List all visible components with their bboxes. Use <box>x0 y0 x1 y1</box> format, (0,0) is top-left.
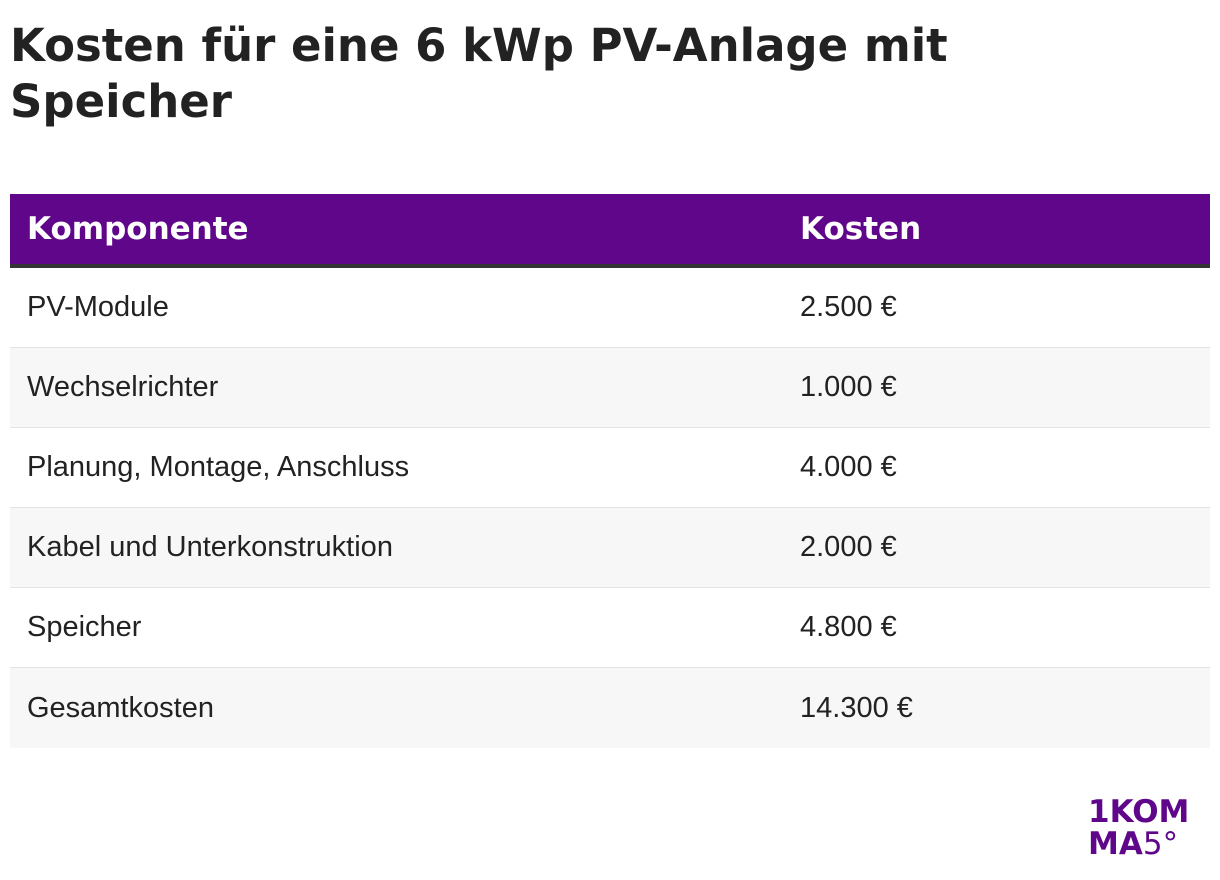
component-cell: Gesamtkosten <box>27 691 214 724</box>
table-row: Wechselrichter 1.000 € <box>10 348 1210 428</box>
table-row: Speicher 4.800 € <box>10 588 1210 668</box>
table-header-row: Komponente Kosten <box>10 194 1210 268</box>
component-cell: Wechselrichter <box>27 371 219 403</box>
brand-logo: 1KOM MA5° <box>1088 796 1200 862</box>
table-row: Planung, Montage, Anschluss 4.000 € <box>10 428 1210 508</box>
cost-cell: 4.000 € <box>800 451 897 483</box>
table-row-total: Gesamtkosten 14.300 € <box>10 668 1210 748</box>
logo-line-1: 1KOM <box>1088 794 1190 830</box>
component-cell: Kabel und Unterkonstruktion <box>27 531 393 563</box>
column-header-komponente: Komponente <box>27 211 249 247</box>
component-cell: PV-Module <box>27 291 169 323</box>
table-row: Kabel und Unterkonstruktion 2.000 € <box>10 508 1210 588</box>
logo-line-2: MA5° <box>1088 828 1200 860</box>
table-row: PV-Module 2.500 € <box>10 268 1210 348</box>
cost-cell: 2.000 € <box>800 531 897 563</box>
logo-line-2-bold: MA <box>1088 826 1143 862</box>
cost-cell: 4.800 € <box>800 611 897 643</box>
page-title: Kosten für eine 6 kWp PV-Anlage mit Spei… <box>10 19 948 128</box>
logo-line-2-thin: 5° <box>1142 826 1179 862</box>
cost-table: Komponente Kosten PV-Module 2.500 € Wech… <box>10 194 1210 748</box>
cost-cell: 1.000 € <box>800 371 897 403</box>
column-header-kosten: Kosten <box>800 211 922 247</box>
cost-cell: 14.300 € <box>800 691 913 724</box>
component-cell: Speicher <box>27 611 142 643</box>
component-cell: Planung, Montage, Anschluss <box>27 451 410 483</box>
cost-cell: 2.500 € <box>800 291 897 323</box>
